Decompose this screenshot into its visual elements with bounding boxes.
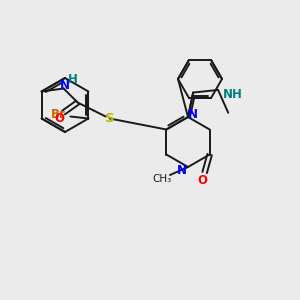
Text: NH: NH (223, 88, 243, 101)
Text: CH₃: CH₃ (152, 174, 172, 184)
Text: N: N (60, 79, 70, 92)
Text: O: O (198, 174, 208, 187)
Text: O: O (55, 112, 64, 125)
Text: N: N (177, 164, 187, 176)
Text: S: S (105, 112, 114, 125)
Text: Br: Br (51, 108, 66, 121)
Text: H: H (68, 73, 78, 86)
Text: N: N (188, 107, 198, 121)
